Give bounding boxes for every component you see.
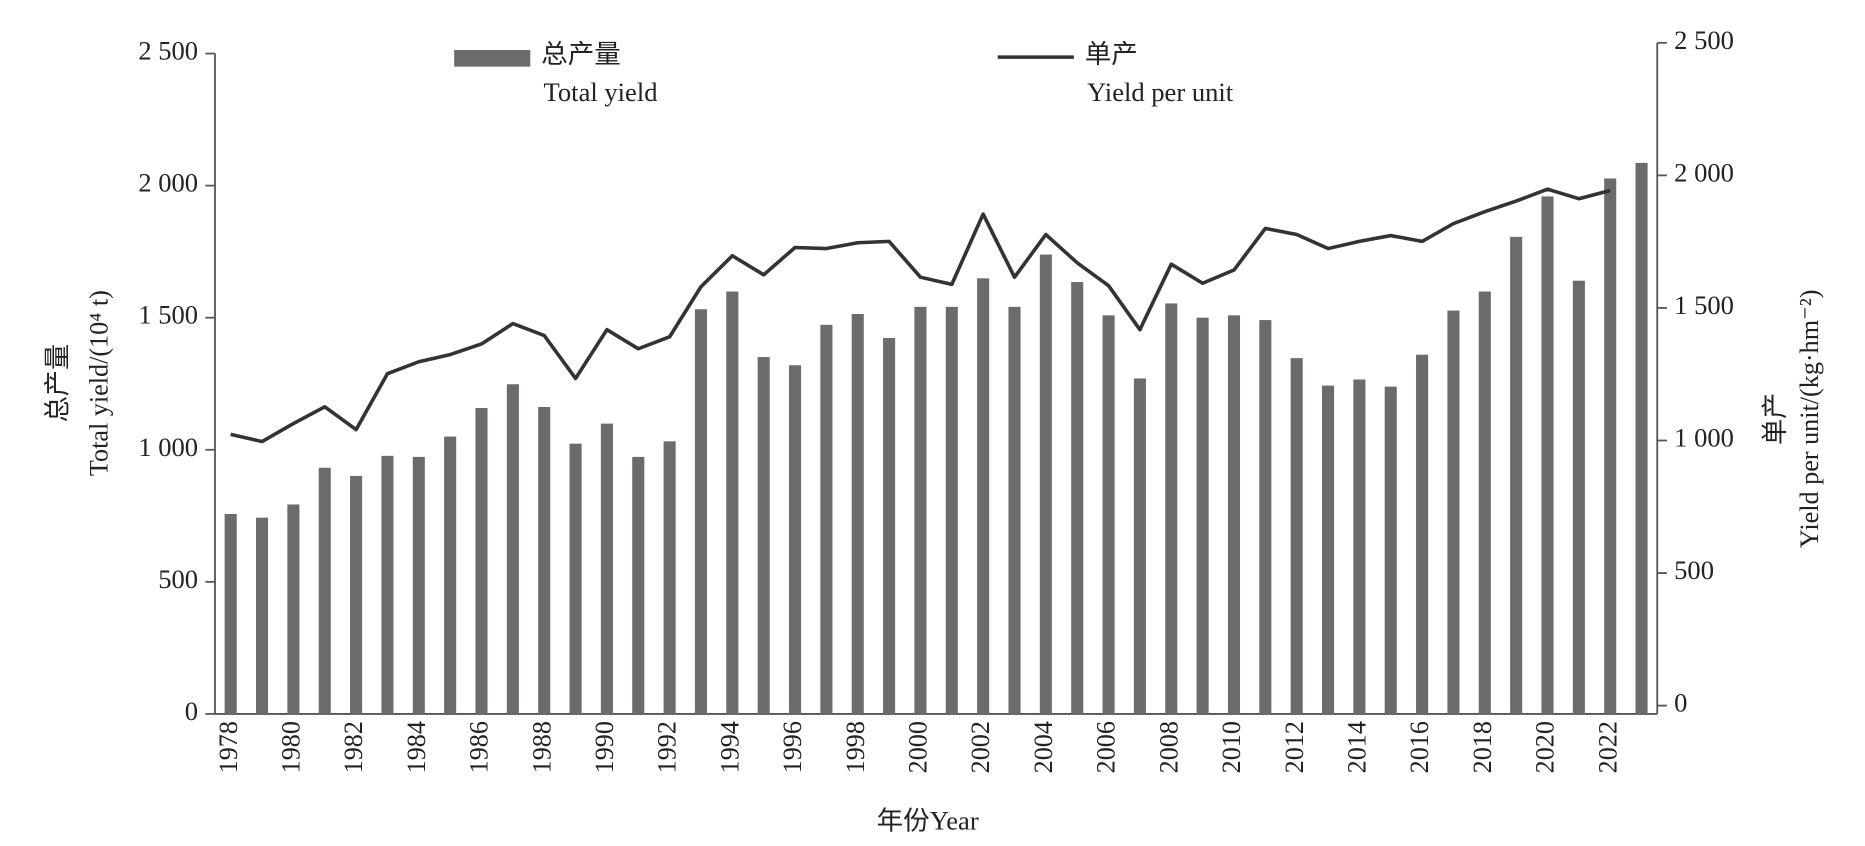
bar — [1510, 236, 1523, 714]
x-tick-label: 2012 — [1280, 721, 1309, 773]
y-tick-label: 2 500 — [138, 37, 198, 66]
x-tick-label: 2002 — [966, 721, 995, 773]
legend-label: 总产量 — [541, 40, 621, 69]
bar — [694, 309, 708, 714]
x-tick-label: 1990 — [590, 721, 619, 773]
x-tick-label: 2022 — [1593, 721, 1622, 773]
bar — [538, 406, 551, 714]
y-tick-label: 2 000 — [138, 169, 198, 198]
bar — [1196, 317, 1209, 714]
bar — [820, 324, 833, 714]
bar — [444, 436, 457, 714]
x-tick-label: 1986 — [464, 721, 493, 773]
bar — [287, 504, 300, 714]
bar — [600, 423, 613, 714]
x-tick-label: 2016 — [1405, 721, 1434, 773]
x-tick-label: 1994 — [715, 721, 744, 773]
bar — [726, 291, 739, 714]
bar — [1165, 303, 1178, 714]
x-tick-label: 1988 — [527, 721, 556, 773]
x-tick-label: 2010 — [1217, 721, 1246, 773]
bar — [945, 306, 958, 714]
bar — [475, 408, 488, 714]
y-tick-label: 500 — [158, 565, 198, 594]
bar — [1635, 162, 1648, 714]
bar — [851, 313, 864, 714]
y2-tick-label: 2 500 — [1674, 26, 1734, 55]
x-tick-label: 1980 — [276, 721, 305, 773]
legend-label: 单产 — [1085, 40, 1138, 69]
y2-tick-label: 500 — [1674, 556, 1714, 585]
y-axis-label: 总产量 — [43, 344, 72, 422]
bar — [883, 338, 896, 714]
bar — [569, 443, 582, 714]
bar — [1604, 178, 1617, 714]
y2-tick-label: 2 000 — [1674, 159, 1734, 188]
bar — [381, 455, 394, 714]
y2-axis-label: Yield per unit/(kg·hm⁻²) — [1795, 290, 1824, 549]
bar — [318, 467, 331, 714]
x-tick-label: 1982 — [339, 721, 368, 773]
bar — [1227, 315, 1241, 714]
bar — [1133, 378, 1146, 714]
bar — [632, 456, 645, 714]
bar — [350, 475, 363, 714]
x-tick-label: 2020 — [1530, 721, 1559, 773]
bar — [412, 456, 425, 714]
x-tick-label: 1992 — [653, 721, 682, 773]
x-tick-label: 2014 — [1342, 721, 1371, 773]
y-axis-label: Total yield/(10⁴ t) — [84, 290, 113, 476]
y-tick-label: 1 500 — [138, 301, 198, 330]
bar — [914, 306, 927, 714]
bar — [1541, 196, 1554, 714]
line — [230, 187, 1611, 444]
x-tick-label: 1984 — [402, 721, 431, 773]
bar — [1478, 291, 1491, 714]
y-tick-label: 0 — [185, 697, 198, 726]
bar — [1102, 315, 1115, 714]
bar — [255, 517, 269, 714]
bar — [1071, 282, 1084, 714]
y2-axis-label: 单产 — [1761, 393, 1790, 445]
bar — [1353, 379, 1366, 714]
x-tick-label: 2018 — [1468, 721, 1497, 773]
bar — [1572, 280, 1585, 714]
y2-tick-label: 1 500 — [1674, 291, 1734, 320]
bar — [506, 384, 519, 714]
y2-tick-label: 1 000 — [1674, 424, 1734, 453]
legend-label: Total yield — [544, 78, 658, 107]
bar — [1290, 358, 1303, 714]
x-tick-label: 2004 — [1029, 721, 1058, 773]
bar — [1259, 320, 1272, 714]
bar — [1008, 306, 1021, 714]
x-tick-label: 2008 — [1154, 721, 1183, 773]
bar — [1447, 310, 1460, 714]
bar — [1039, 254, 1052, 714]
x-tick-label: 2006 — [1091, 721, 1120, 773]
bar — [788, 365, 802, 714]
x-axis-label: 年份Year — [877, 807, 979, 836]
bar — [1416, 354, 1429, 714]
y-tick-label: 1 000 — [138, 433, 198, 462]
bar — [1321, 385, 1335, 714]
x-tick-label: 1978 — [214, 721, 243, 773]
x-tick-label: 1998 — [841, 721, 870, 773]
bar — [663, 441, 676, 714]
bar — [977, 278, 990, 714]
bar — [224, 513, 237, 714]
y2-tick-label: 0 — [1674, 689, 1687, 718]
legend-label: Yield per unit — [1087, 78, 1234, 107]
x-tick-label: 2000 — [903, 721, 932, 773]
bar — [1384, 386, 1397, 714]
legend-swatch — [454, 49, 531, 67]
bar — [757, 357, 770, 714]
x-tick-label: 1996 — [778, 721, 807, 773]
